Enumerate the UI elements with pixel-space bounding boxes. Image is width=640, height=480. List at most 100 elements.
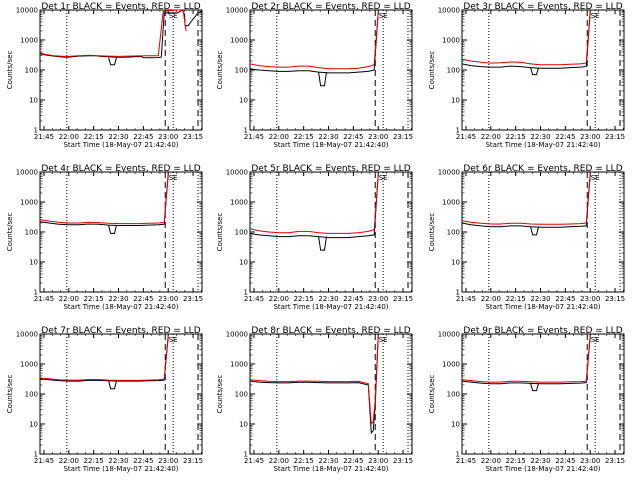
events-dip [318,72,327,87]
y-axis-label: Counts/sec [428,375,436,414]
y-tick-label: 10 [239,97,248,105]
x-tick-label: 22:15 [84,295,104,303]
events-dip [108,224,117,234]
panel-title: Det 3r BLACK = Events, RED = LLD [463,2,622,12]
lld-line [461,335,591,383]
x-tick-label: 23:15 [183,295,203,303]
y-tick-label: 10 [239,259,248,267]
y-axis-label: Counts/sec [428,51,436,90]
x-tick-label: 22:45 [555,295,575,303]
panel-title: Det 5r BLACK = Events, RED = LLD [251,164,410,174]
y-tick-label: 100 [235,391,248,399]
x-tick-label: 22:15 [506,295,526,303]
y-tick-label: 10000 [438,169,460,177]
y-tick-label: 1 [244,289,248,297]
y-tick-label: 100 [447,67,460,75]
x-tick-label: 22:30 [530,295,550,303]
panel-det-7: Det 7r BLACK = Events, RED = LLD 1 10 100 10… [6,326,203,473]
x-tick-label: 23:15 [605,133,625,141]
plot-frame [249,9,413,131]
y-tick-label: 10000 [16,169,38,177]
x-tick-label: 21:45 [244,133,264,141]
x-tick-label: 22:30 [318,457,338,465]
y-tick-label: 10000 [226,169,248,177]
y-tick-label: 10000 [226,7,248,15]
lld-line [461,11,591,66]
x-tick-label: 22:00 [59,457,79,465]
panel-title: Det 4r BLACK = Events, RED = LLD [41,164,200,174]
x-tick-label: 21:45 [34,133,54,141]
x-tick-label: 22:45 [343,457,363,465]
x-tick-label: 23:00 [368,133,388,141]
y-tick-label: 1 [456,451,460,459]
x-tick-label: 22:30 [108,133,128,141]
y-tick-label: 1 [34,127,38,135]
panel-title: Det 7r BLACK = Events, RED = LLD [41,326,200,336]
plot-frame [39,9,203,131]
x-tick-label: 23:15 [605,457,625,465]
x-tick-label: 22:00 [59,295,79,303]
panel-title: Det 2r BLACK = Events, RED = LLD [251,2,410,12]
events-dip [108,380,117,390]
y-tick-label: 1000 [230,199,248,207]
y-tick-label: 100 [235,67,248,75]
y-tick-label: 1000 [442,199,460,207]
y-tick-label: 1 [244,127,248,135]
x-tick-label: 22:45 [133,295,153,303]
lld-line [39,335,169,381]
panel-det-3: Det 3r BLACK = Events, RED = LLD 1 10 100 10… [428,2,625,149]
panel-det-2: Det 2r BLACK = Events, RED = LLD 1 10 100 10… [216,2,413,149]
x-tick-label: 23:00 [580,457,600,465]
x-tick-label: 22:15 [294,133,314,141]
y-tick-label: 100 [25,391,38,399]
se-annotation: SE [591,174,600,182]
events-dip [530,67,539,76]
x-tick-label: 23:00 [580,133,600,141]
y-tick-label: 100 [447,391,460,399]
x-tick-label: 22:15 [294,457,314,465]
y-tick-label: 100 [235,229,248,237]
x-tick-label: 22:30 [108,457,128,465]
y-axis-label: Counts/sec [6,375,14,414]
y-tick-label: 10 [29,421,38,429]
x-tick-label: 21:45 [456,133,476,141]
events-dip [530,383,539,392]
panel-title: Det 9r BLACK = Events, RED = LLD [463,326,622,336]
y-tick-label: 10 [29,259,38,267]
x-tick-label: 23:15 [393,295,413,303]
panel-det-6: Det 6r BLACK = Events, RED = LLD 1 10 100 10… [428,164,625,311]
x-tick-label: 23:15 [605,295,625,303]
events-dip [318,236,327,251]
y-tick-label: 1000 [230,361,248,369]
plot-frame [461,333,625,455]
y-tick-label: 10 [451,97,460,105]
x-tick-label: 23:00 [368,457,388,465]
y-tick-label: 10000 [438,7,460,15]
x-tick-label: 22:15 [84,457,104,465]
y-tick-label: 10 [29,97,38,105]
se-annotation: SE [169,174,178,182]
y-tick-label: 10000 [438,331,460,339]
events-line [461,174,591,228]
events-line [39,9,203,59]
x-tick-label: 22:45 [343,133,363,141]
x-axis-label: Start Time (18-May-07 21:42:40) [273,303,388,311]
plot-frame [39,333,203,455]
y-tick-label: 10000 [16,331,38,339]
plot-frame [461,171,625,293]
lld-line [249,335,379,426]
x-tick-label: 22:30 [108,295,128,303]
x-tick-label: 23:00 [158,457,178,465]
y-axis-label: Counts/sec [216,51,224,90]
events-line [39,174,169,226]
x-tick-label: 22:00 [269,457,289,465]
x-tick-label: 21:45 [244,457,264,465]
x-tick-label: 22:45 [555,133,575,141]
x-tick-label: 23:00 [580,295,600,303]
x-tick-label: 22:15 [506,457,526,465]
y-tick-label: 10 [451,421,460,429]
panel-title: Det 8r BLACK = Events, RED = LLD [251,326,410,336]
x-tick-label: 23:15 [183,133,203,141]
x-axis-label: Start Time (18-May-07 21:42:40) [273,465,388,473]
